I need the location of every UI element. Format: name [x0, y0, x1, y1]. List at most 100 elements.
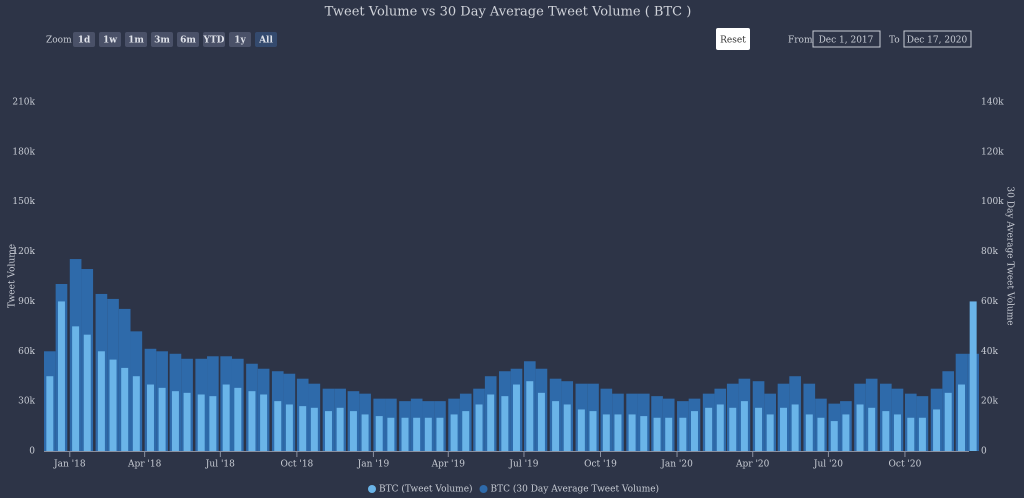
bar	[933, 409, 941, 451]
bar	[450, 414, 458, 451]
reset-label[interactable]: Reset	[720, 36, 746, 46]
y-tick-label: 0	[29, 447, 35, 457]
bar	[299, 406, 307, 451]
y2-tick-label: 60k	[981, 297, 998, 307]
to-value[interactable]: Dec 17, 2020	[907, 36, 968, 46]
zoom-button-label[interactable]: YTD	[203, 36, 225, 46]
bar	[907, 417, 915, 451]
bar	[72, 326, 80, 451]
y-tick-label: 30k	[18, 397, 35, 407]
x-tick-label: Jan '20	[660, 460, 693, 470]
x-tick-label: Jul '19	[508, 460, 538, 470]
bar	[882, 411, 890, 451]
bar	[234, 387, 242, 451]
legend-label[interactable]: BTC (30 Day Average Tweet Volume)	[491, 484, 660, 495]
bar	[462, 411, 470, 451]
bar	[512, 384, 520, 451]
zoom-button-label[interactable]: 6m	[180, 36, 196, 46]
bar	[780, 407, 787, 451]
zoom-button[interactable]	[99, 32, 121, 47]
x-tick-label: Jan '19	[357, 460, 390, 470]
legend-label[interactable]: BTC (Tweet Volume)	[379, 484, 473, 495]
bar	[868, 407, 876, 451]
y-tick-label: 210k	[12, 98, 35, 108]
bar	[501, 396, 509, 451]
zoom-button[interactable]	[229, 32, 251, 47]
bar	[285, 404, 293, 451]
bar	[893, 414, 901, 451]
bar	[766, 414, 774, 451]
from-label: From	[788, 36, 813, 46]
bar	[424, 417, 432, 451]
from-value[interactable]: Dec 1, 2017	[819, 36, 874, 46]
bar	[375, 416, 383, 451]
zoom-button-label[interactable]: 1w	[103, 36, 117, 46]
bar	[146, 384, 154, 451]
zoom-button-label[interactable]: 1m	[128, 36, 144, 46]
x-tick-label: Oct '18	[280, 460, 313, 470]
bar	[679, 417, 687, 451]
bar	[842, 414, 850, 451]
bar	[640, 416, 648, 451]
bar	[274, 401, 282, 451]
y-tick-label: 180k	[12, 147, 35, 157]
zoom-button-label[interactable]: 1y	[234, 36, 246, 46]
y-tick-label: 90k	[18, 297, 35, 307]
zoom-button[interactable]	[255, 32, 277, 47]
zoom-button[interactable]	[203, 32, 225, 47]
y-axis-label: Tweet Volume	[8, 244, 18, 308]
zoom-button[interactable]	[73, 32, 95, 47]
bar	[83, 334, 91, 451]
bar	[791, 404, 799, 451]
bar	[336, 407, 344, 451]
bar	[310, 407, 318, 451]
bar	[755, 407, 763, 451]
bar	[944, 392, 952, 451]
zoom-label: Zoom	[46, 36, 72, 46]
bar	[628, 414, 636, 451]
bar	[614, 414, 622, 451]
bar	[387, 417, 395, 451]
legend-marker[interactable]	[368, 485, 376, 493]
bar	[526, 381, 534, 451]
y2-tick-label: 20k	[981, 397, 998, 407]
bar	[602, 414, 610, 451]
bar	[109, 359, 117, 451]
bar	[183, 392, 191, 451]
bar	[171, 391, 179, 451]
bar	[436, 417, 444, 451]
bar	[740, 401, 748, 451]
bar	[716, 404, 724, 451]
zoom-button-label[interactable]: All	[258, 36, 273, 46]
x-tick-label: Oct '19	[584, 460, 617, 470]
legend-marker[interactable]	[479, 485, 488, 493]
to-input[interactable]	[903, 30, 972, 48]
bar	[817, 417, 825, 451]
zoom-button[interactable]	[177, 32, 199, 47]
from-input[interactable]	[812, 30, 881, 48]
y2-tick-label: 0	[981, 447, 987, 457]
bar	[413, 417, 421, 451]
bar	[260, 394, 268, 451]
zoom-button-label[interactable]: 3m	[154, 36, 170, 46]
bar	[958, 384, 966, 451]
zoom-button[interactable]	[125, 32, 147, 47]
bar	[248, 391, 256, 451]
bar	[653, 417, 661, 451]
bar	[209, 396, 217, 451]
bar	[552, 401, 560, 451]
bar	[665, 417, 673, 451]
y2-tick-label: 140k	[981, 98, 1004, 108]
to-label: To	[889, 36, 900, 46]
bar	[57, 301, 65, 451]
bar	[132, 376, 140, 451]
bar	[401, 417, 409, 451]
reset-button[interactable]	[716, 28, 750, 50]
bar	[361, 414, 369, 451]
x-tick-label: Jul '20	[813, 460, 843, 470]
x-tick-label: Jan '18	[53, 460, 86, 470]
zoom-button-label[interactable]: 1d	[78, 36, 91, 46]
bar	[537, 392, 545, 451]
zoom-button[interactable]	[151, 32, 173, 47]
